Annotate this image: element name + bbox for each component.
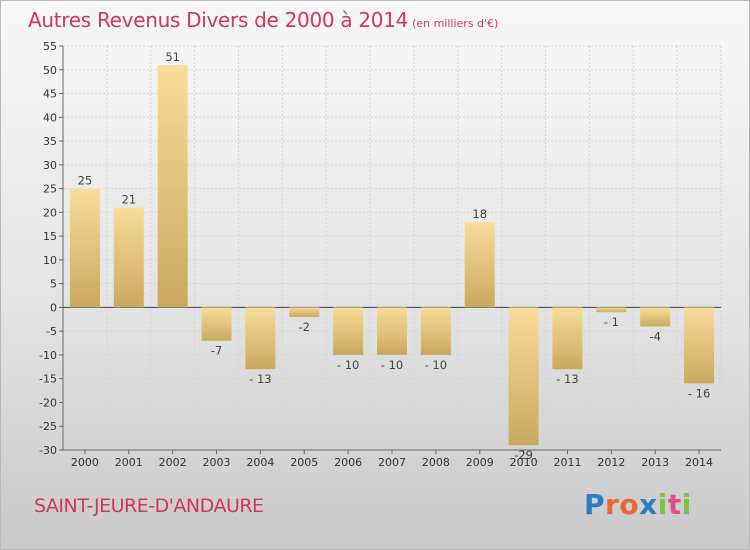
data-label-2010: -29 <box>514 448 533 462</box>
bar-2003 <box>201 307 232 341</box>
bar-layer <box>69 65 715 446</box>
bar-2010 <box>508 307 539 446</box>
chart-title: Autres Revenus Divers de 2000 à 2014 (en … <box>28 8 498 32</box>
data-label-2001: 21 <box>121 193 136 207</box>
bar-2009 <box>464 221 495 308</box>
y-tick-label: 15 <box>43 230 57 243</box>
x-tick-label: 2013 <box>641 456 669 469</box>
proxiti-logo[interactable]: Proxiti <box>584 488 692 521</box>
x-tick-label: 2001 <box>115 456 143 469</box>
data-label-2007: - 10 <box>381 358 403 372</box>
x-tick-label: 2008 <box>422 456 450 469</box>
bar-2013 <box>640 307 671 327</box>
x-tick-label: 2012 <box>597 456 625 469</box>
y-tick-label: 25 <box>43 183 57 196</box>
bar-2000 <box>69 188 100 308</box>
bar-2004 <box>245 307 276 370</box>
data-label-2008: - 10 <box>425 358 447 372</box>
label-layer: 25 21 51 -7 - 13 -2 - 10 - 10 - 10 18 -29 - 13 - 1 -4… <box>78 50 711 462</box>
data-label-2003: -7 <box>211 344 222 358</box>
bar-2014 <box>684 307 715 384</box>
logo-letter: x <box>639 488 658 521</box>
bar-2002 <box>157 65 188 308</box>
x-tick-label: 2007 <box>378 456 406 469</box>
chart-subtitle: (en milliers d'€) <box>412 17 499 30</box>
x-tick-label: 2004 <box>246 456 274 469</box>
y-tick-label: 35 <box>43 135 57 148</box>
y-tick-label: -10 <box>39 349 57 362</box>
data-label-2013: -4 <box>649 329 660 343</box>
y-tick-label: 55 <box>43 40 57 53</box>
y-tick-label: 30 <box>43 159 57 172</box>
bar-2005 <box>289 307 320 317</box>
bar-2006 <box>333 307 364 355</box>
bar-2008 <box>420 307 451 355</box>
data-label-2014: - 16 <box>688 386 710 400</box>
data-label-2009: 18 <box>472 207 487 221</box>
y-tick-label: -5 <box>46 325 57 338</box>
logo-letter: o <box>619 488 640 521</box>
bar-2007 <box>377 307 407 355</box>
y-tick-label: 0 <box>50 301 57 314</box>
x-tick-label: 2005 <box>290 456 318 469</box>
y-tick-label: 40 <box>43 111 57 124</box>
y-tick-label: -30 <box>39 444 57 457</box>
logo-letter: t <box>667 488 682 521</box>
data-label-2002: 51 <box>165 50 180 64</box>
y-tick-label: -25 <box>39 420 57 433</box>
y-tick-label: 50 <box>43 64 57 77</box>
x-tick-label: 2011 <box>553 456 581 469</box>
bar-2011 <box>552 307 583 370</box>
x-tick-label: 2003 <box>203 456 231 469</box>
logo-letter: i <box>657 488 668 521</box>
data-label-2011: - 13 <box>556 372 578 386</box>
logo-letter: r <box>605 488 620 521</box>
y-tick-label: 5 <box>50 278 57 291</box>
x-tick-label: 2014 <box>685 456 713 469</box>
bar-2012 <box>596 307 627 313</box>
data-label-2005: -2 <box>299 320 310 334</box>
x-tick-label: 2000 <box>71 456 99 469</box>
logo-letter: i <box>681 488 692 521</box>
data-label-2004: - 13 <box>249 372 271 386</box>
x-tick-label: 2009 <box>466 456 494 469</box>
commune-name: SAINT-JEURE-D'ANDAURE <box>34 495 264 517</box>
y-tick-label: -15 <box>39 373 57 386</box>
data-label-2000: 25 <box>78 174 93 188</box>
bar-2001 <box>113 207 144 308</box>
axis-layer: -30 -25 -20 -15 -10 -5 0 5 10 15 20 25 30 35 40 45 50 55 2… <box>39 40 721 469</box>
chart-title-text: Autres Revenus Divers de 2000 à 2014 <box>28 8 409 32</box>
y-tick-label: 20 <box>43 206 57 219</box>
logo-letter: P <box>584 488 606 521</box>
x-tick-label: 2010 <box>510 456 538 469</box>
data-label-2012: - 1 <box>604 315 619 329</box>
y-tick-label: 10 <box>43 254 57 267</box>
y-tick-label: -20 <box>39 396 57 409</box>
y-tick-label: 45 <box>43 88 57 101</box>
data-label-2006: - 10 <box>337 358 359 372</box>
x-tick-label: 2006 <box>334 456 362 469</box>
x-tick-label: 2002 <box>159 456 187 469</box>
